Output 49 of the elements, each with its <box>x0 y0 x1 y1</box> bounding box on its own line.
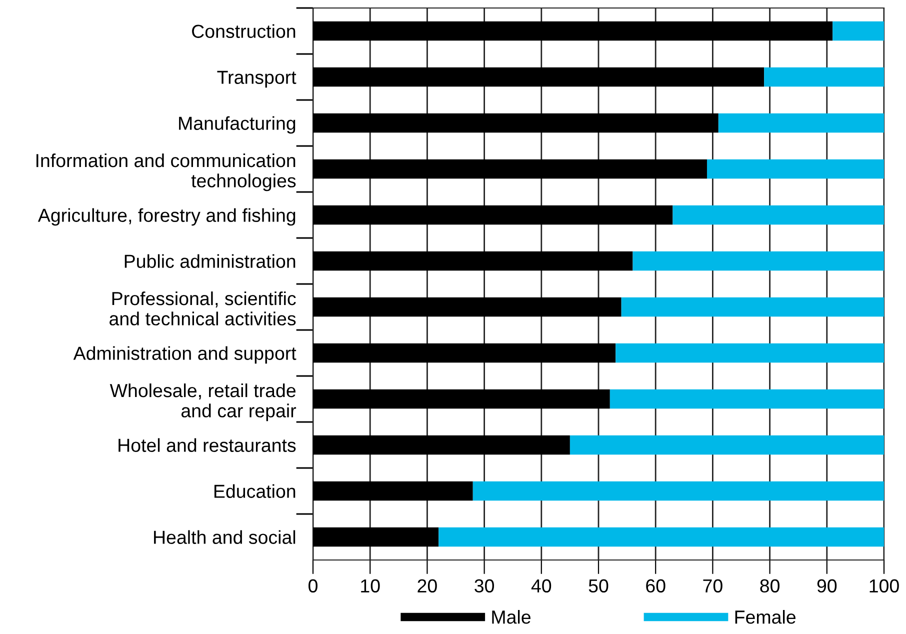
y-tick-label: Public administration <box>124 254 296 268</box>
bar <box>570 435 884 455</box>
x-tick-label: 70 <box>703 579 722 593</box>
legend-label: Male <box>492 610 530 624</box>
y-tick-label: Agriculture, forestry and fishing <box>38 208 296 226</box>
bar <box>313 113 718 133</box>
bar <box>718 113 884 133</box>
y-tick-label: Health and social <box>154 530 296 544</box>
bar <box>472 481 884 501</box>
x-tick-label: 60 <box>646 579 666 593</box>
y-tick-label: Information and communication technologies <box>36 153 296 192</box>
bar <box>313 251 633 271</box>
y-tick-label: Hotel and restaurants <box>118 438 296 452</box>
x-tick-label: 80 <box>760 579 780 593</box>
bar <box>632 251 884 271</box>
x-tick-label: 10 <box>361 579 380 593</box>
bar <box>706 159 884 179</box>
y-tick-label: Wholesale, retail trade and car repair <box>110 383 296 422</box>
y-tick-label: Manufacturing <box>179 116 296 134</box>
x-tick-label: 50 <box>588 579 608 593</box>
bar <box>616 343 884 363</box>
bar <box>832 21 884 41</box>
bar <box>313 481 473 501</box>
y-tick-label: Transport <box>217 70 296 88</box>
bar <box>313 389 610 409</box>
bar <box>438 527 884 547</box>
x-tick-label: 40 <box>531 579 552 593</box>
y-tick-label: Construction <box>192 24 296 38</box>
bar <box>610 389 884 409</box>
y-tick-label: Education <box>214 484 296 498</box>
bar <box>313 297 622 317</box>
bar <box>313 159 707 179</box>
bar <box>313 527 439 547</box>
y-tick-label: Professional, scientific and technical activities <box>110 291 296 326</box>
bar <box>672 205 884 225</box>
y-tick-label: Administration and support <box>73 346 296 364</box>
bar <box>313 67 764 87</box>
x-tick-label: 20 <box>418 579 437 593</box>
bar <box>764 67 884 87</box>
legend-label: Female <box>735 610 796 624</box>
x-tick-label: 90 <box>817 579 837 593</box>
bar <box>313 435 570 455</box>
bar <box>621 297 884 317</box>
x-tick-label: 100 <box>870 579 899 593</box>
x-tick-label: 0 <box>308 579 318 593</box>
bar <box>313 343 616 363</box>
bar <box>313 21 833 41</box>
x-tick-label: 30 <box>474 579 494 593</box>
bar <box>313 205 673 225</box>
